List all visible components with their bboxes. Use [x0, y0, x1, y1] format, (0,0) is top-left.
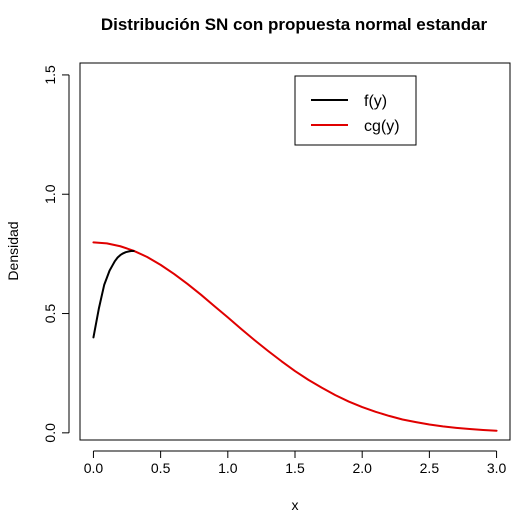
- x-tick-label: 0.5: [151, 460, 171, 476]
- x-axis: 0.0 0.5 1.0 1.5 2.0 2.5 3.0: [84, 450, 507, 476]
- y-tick-label: 0.5: [42, 304, 58, 324]
- plot-frame: [79, 62, 511, 441]
- x-tick-label: 2.5: [420, 460, 440, 476]
- legend-label-cg: cg(y): [364, 118, 400, 135]
- y-axis-label: Densidad: [5, 221, 21, 280]
- y-axis: 0.0 0.5 1.0 1.5: [42, 65, 70, 443]
- series-line-cg: [92, 241, 498, 432]
- chart-title: Distribución SN con propuesta normal est…: [101, 15, 488, 34]
- x-tick-label: 1.5: [285, 460, 305, 476]
- y-tick-label: 1.0: [42, 184, 58, 204]
- x-axis-label: x: [292, 497, 299, 513]
- x-tick-label: 3.0: [487, 460, 507, 476]
- x-tick-label: 1.0: [218, 460, 238, 476]
- legend: f(y) cg(y): [294, 75, 417, 146]
- y-tick-label: 0.0: [42, 423, 58, 443]
- x-tick-label: 2.0: [352, 460, 372, 476]
- y-tick-label: 1.5: [42, 65, 58, 85]
- x-tick-label: 0.0: [84, 460, 104, 476]
- series-layer: [92, 241, 498, 432]
- legend-box: [294, 75, 417, 146]
- series-line-f: [92, 250, 135, 339]
- legend-label-f: f(y): [364, 93, 387, 110]
